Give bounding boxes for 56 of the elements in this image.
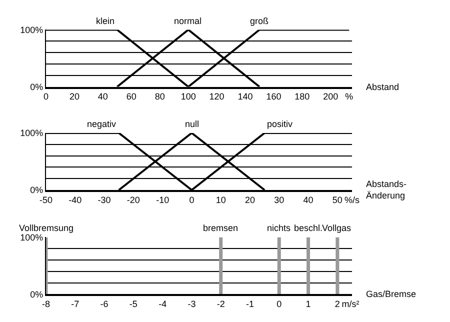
- x-tick-label: 80: [154, 92, 165, 102]
- x-tick-label: -5: [129, 299, 138, 310]
- x-tick-label: 140: [238, 92, 253, 102]
- x-tick-label: -50: [39, 194, 53, 205]
- x-tick-label: 1: [306, 299, 311, 310]
- y-tick-label: 100%: [20, 24, 44, 35]
- x-tick-label: -40: [68, 194, 82, 205]
- x-tick-label: 160: [266, 92, 282, 102]
- x-tick-label: %: [345, 92, 354, 102]
- x-tick-label: 100: [180, 92, 196, 102]
- series-label: Vollgas: [322, 223, 352, 233]
- x-tick-label: 0: [189, 194, 194, 205]
- x-axis-title: Abstand: [366, 82, 400, 92]
- series-label: null: [185, 119, 200, 129]
- x-tick-label: -20: [126, 194, 140, 205]
- x-tick-label: -4: [158, 299, 167, 310]
- series-label: bremsen: [203, 223, 238, 233]
- x-tick-label: -7: [71, 299, 80, 310]
- x-tick-label: %/s: [344, 194, 360, 205]
- x-tick-label: 10: [216, 194, 226, 205]
- series-label: positiv: [267, 119, 294, 129]
- x-tick-label: 30: [274, 194, 284, 205]
- x-tick-label: 40: [98, 92, 108, 102]
- y-tick-label: 100%: [20, 232, 44, 242]
- x-tick-label: -10: [156, 194, 170, 205]
- y-tick-label: 0%: [30, 289, 44, 300]
- series-label: normal: [174, 16, 202, 26]
- series-label: negativ: [87, 119, 117, 129]
- series-label: groß: [250, 16, 270, 26]
- x-tick-label: 20: [69, 92, 80, 102]
- x-axis-title: Abstands- Änderung: [366, 179, 407, 201]
- y-tick-label: 100%: [20, 128, 44, 138]
- x-tick-label: -3: [188, 299, 196, 310]
- x-tick-label: 180: [294, 92, 310, 102]
- x-tick-label: 120: [209, 92, 224, 102]
- series-label: nichts: [267, 223, 292, 233]
- x-tick-label: -2: [216, 299, 225, 310]
- x-tick-label: 0: [43, 92, 49, 102]
- y-tick-label: 0%: [30, 185, 44, 196]
- x-tick-label: 60: [126, 92, 136, 102]
- x-axis-title: Gas/Bremse: [366, 289, 416, 299]
- series-label: beschl.: [294, 223, 323, 233]
- x-tick-label: 0: [276, 299, 282, 310]
- x-tick-label: -6: [100, 299, 108, 310]
- y-tick-label: 0%: [30, 82, 44, 92]
- series-label: klein: [96, 16, 115, 26]
- series-label: Vollbremsung: [19, 223, 74, 233]
- x-tick-label: -8: [42, 299, 50, 310]
- x-tick-label: m/s²: [342, 299, 360, 310]
- x-tick-label: 2: [334, 299, 340, 310]
- x-tick-label: 40: [303, 194, 314, 205]
- x-tick-label: -1: [246, 299, 254, 310]
- x-tick-label: 20: [244, 194, 256, 205]
- x-tick-label: -30: [98, 194, 111, 205]
- x-tick-label: 50: [332, 194, 342, 205]
- x-tick-label: 200: [323, 92, 338, 102]
